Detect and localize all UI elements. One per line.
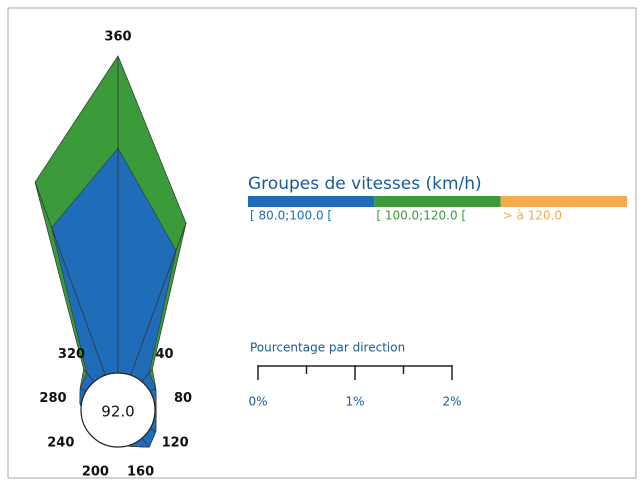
radial-line — [34, 181, 119, 411]
legend-swatch — [374, 196, 501, 207]
center-label: 92.0 — [101, 403, 134, 421]
center-circle — [80, 372, 156, 448]
scale-tick-label: 1% — [345, 395, 364, 409]
direction-label: 240 — [47, 436, 74, 451]
direction-label: 200 — [82, 465, 109, 480]
legend-swatch — [500, 196, 627, 207]
legend-label: [ 100.0;120.0 [ — [376, 209, 466, 223]
direction-label: 80 — [174, 391, 192, 406]
direction-label: 40 — [155, 347, 173, 362]
direction-label: 160 — [127, 465, 154, 480]
direction-label: 280 — [39, 391, 66, 406]
scale-tick-label: 2% — [442, 395, 461, 409]
scale-title: Pourcentage par direction — [250, 341, 405, 355]
legend-swatch — [248, 196, 375, 207]
direction-label: 360 — [104, 29, 131, 44]
legend-label: [ 80.0;100.0 [ — [250, 209, 332, 223]
scale-tick-label: 0% — [248, 395, 267, 409]
legend-title: Groupes de vitesses (km/h) — [248, 174, 482, 194]
legend-label: > à 120.0 — [503, 209, 562, 223]
direction-label: 320 — [58, 347, 85, 362]
direction-label: 120 — [162, 436, 189, 451]
